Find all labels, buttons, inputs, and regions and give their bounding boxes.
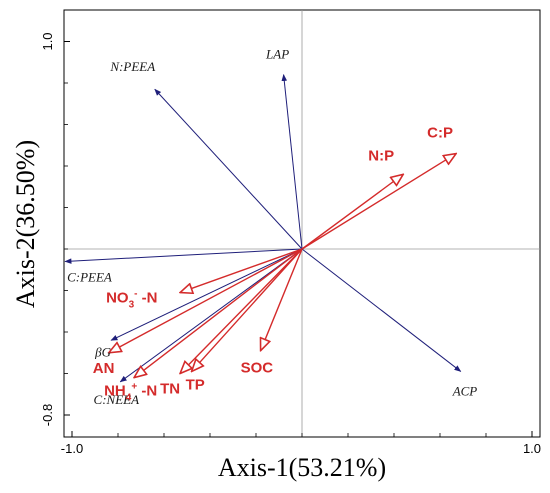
- soil-vector-n-p: [301, 174, 403, 250]
- soil-label-tn: TN: [160, 381, 180, 398]
- soil-vector-tp: [192, 248, 303, 371]
- enzyme-vectors: [64, 74, 462, 383]
- enzyme-vector-c-peea: [64, 248, 303, 264]
- enzyme-label-lap: LAP: [265, 47, 289, 62]
- soil-label-tp: TP: [186, 376, 205, 393]
- soil-vectors: [109, 154, 456, 378]
- enzyme-label-acp: ACP: [452, 383, 478, 398]
- x-tick-label: 1.0: [523, 441, 541, 456]
- enzyme-label-g: βG: [94, 344, 111, 359]
- soil-vector-soc: [261, 248, 303, 351]
- soil-vector-an: [109, 248, 303, 353]
- y-tick-label: 1.0: [40, 32, 55, 50]
- soil-label-n-p: N:P: [368, 147, 394, 164]
- vector-labels: N:PEEA LAP C:PEEA βG C:NEEA ACP C:P N:P NO3- -N A…: [67, 47, 477, 407]
- soil-label-an: AN: [93, 360, 115, 377]
- soil-label-nh4-n: NH4+ -N: [104, 382, 157, 404]
- soil-vector-nh4-n: [134, 248, 303, 378]
- enzyme-vector-n-peea: [154, 88, 303, 250]
- enzyme-vector-g: [110, 248, 303, 341]
- soil-label-no3-n: NO3- -N: [106, 289, 157, 311]
- soil-vector-no3-n: [180, 248, 303, 293]
- y-axis-title: Axis-2(36.50%): [11, 140, 40, 308]
- enzyme-vector-lap: [281, 74, 303, 250]
- x-axis-title: Axis-1(53.21%): [218, 453, 386, 482]
- enzyme-label-c-peea: C:PEEA: [67, 269, 112, 284]
- x-tick-label: -1.0: [61, 441, 83, 456]
- soil-vector-tn: [180, 248, 303, 374]
- minor-ticks: [64, 82, 487, 437]
- enzyme-label-n-peea: N:PEEA: [109, 59, 155, 74]
- enzyme-vector-acp: [301, 248, 462, 372]
- y-tick-label: -0.8: [40, 404, 55, 426]
- enzyme-vector-c-neea: [119, 248, 303, 383]
- soil-label-soc: SOC: [241, 360, 274, 377]
- soil-label-c-p: C:P: [427, 125, 453, 142]
- enzyme-label-c-neea: C:NEEA: [94, 392, 140, 407]
- tick-labels: 1.0 -0.8 -1.0 1.0: [40, 32, 541, 456]
- soil-vector-c-p: [301, 154, 456, 250]
